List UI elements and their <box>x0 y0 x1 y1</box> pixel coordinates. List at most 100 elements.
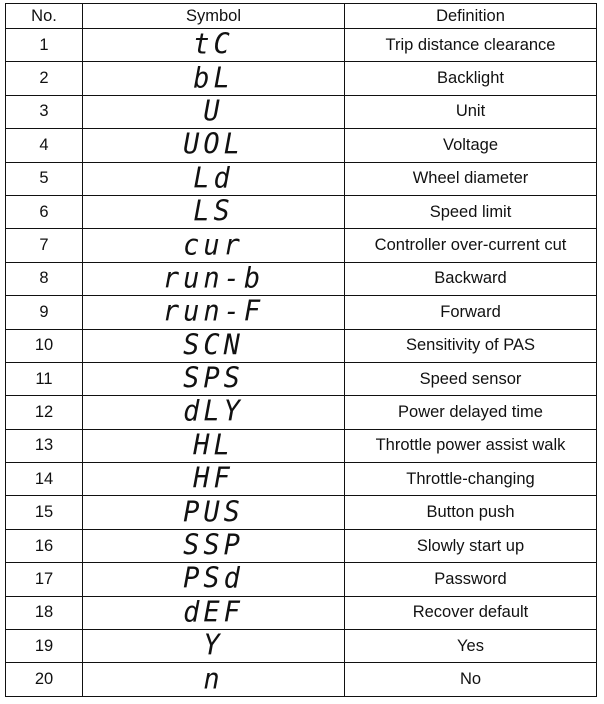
seven-segment-symbol: UOL <box>183 128 244 162</box>
row-symbol-cell: LS <box>82 194 345 230</box>
row-symbol-cell: dEF <box>82 595 345 631</box>
table-row: 10 SCN Sensitivity of PAS <box>5 328 597 363</box>
table-row: 4 UOL Voltage <box>5 128 597 163</box>
row-number: 3 <box>5 94 83 130</box>
seven-segment-symbol: cur <box>183 228 244 262</box>
seven-segment-symbol: PSd <box>183 562 244 596</box>
row-symbol-cell: SSP <box>82 528 345 564</box>
row-number: 6 <box>5 194 83 230</box>
row-definition: Password <box>344 562 597 597</box>
table-row: 17 PSd Password <box>5 562 597 597</box>
seven-segment-symbol: SPS <box>183 362 244 395</box>
table-row: 19 Y Yes <box>5 629 597 664</box>
row-symbol-cell: run-F <box>82 295 345 330</box>
row-number: 7 <box>5 228 83 263</box>
table-row: 1 tC Trip distance clearance <box>5 27 597 63</box>
row-symbol-cell: HL <box>82 428 345 464</box>
row-symbol-cell: cur <box>82 228 345 263</box>
row-definition: Forward <box>344 295 597 330</box>
seven-segment-symbol: PUS <box>183 495 244 529</box>
row-definition: Trip distance clearance <box>344 27 597 63</box>
row-symbol-cell: tC <box>82 27 345 63</box>
seven-segment-symbol: U <box>203 95 224 128</box>
row-definition: Throttle power assist walk <box>344 428 597 464</box>
row-definition: Sensitivity of PAS <box>344 328 597 363</box>
seven-segment-symbol: Y <box>203 629 224 662</box>
row-symbol-cell: dLY <box>82 395 345 430</box>
row-definition: Speed sensor <box>344 361 597 397</box>
row-number: 19 <box>5 629 83 664</box>
row-number: 15 <box>5 495 83 530</box>
row-number: 16 <box>5 528 83 564</box>
seven-segment-symbol: run-F <box>162 295 265 329</box>
seven-segment-symbol: LS <box>193 195 234 228</box>
seven-segment-symbol: SCN <box>183 328 244 362</box>
row-symbol-cell: U <box>82 94 345 130</box>
row-definition: No <box>344 662 597 697</box>
table-row: 3 U Unit <box>5 94 597 130</box>
table-row: 5 Ld Wheel diameter <box>5 161 597 196</box>
row-symbol-cell: UOL <box>82 128 345 163</box>
seven-segment-symbol: Ld <box>193 161 234 195</box>
seven-segment-symbol: dEF <box>183 596 244 629</box>
table-row: 11 SPS Speed sensor <box>5 361 597 397</box>
table-row: 20 n No <box>5 662 597 697</box>
table-row: 8 run-b Backward <box>5 261 597 297</box>
row-symbol-cell: SCN <box>82 328 345 363</box>
table-row: 15 PUS Button push <box>5 495 597 530</box>
table-row: 16 SSP Slowly start up <box>5 528 597 564</box>
header-definition: Definition <box>344 3 597 29</box>
row-number: 11 <box>5 361 83 397</box>
header-no: No. <box>5 3 83 29</box>
row-number: 13 <box>5 428 83 464</box>
row-definition: Slowly start up <box>344 528 597 564</box>
table-row: 6 LS Speed limit <box>5 194 597 230</box>
parameter-symbol-table: No. Symbol Definition 1 tC Trip distance c… <box>5 3 597 697</box>
row-number: 17 <box>5 562 83 597</box>
header-row: No. Symbol Definition <box>5 3 597 29</box>
row-definition: Backlight <box>344 61 597 96</box>
row-definition: Throttle-changing <box>344 462 597 497</box>
table-row: 12 dLY Power delayed time <box>5 395 597 430</box>
row-definition: Recover default <box>344 595 597 631</box>
row-number: 20 <box>5 662 83 697</box>
seven-segment-symbol: n <box>203 662 224 696</box>
row-definition: Controller over-current cut <box>344 228 597 263</box>
row-number: 18 <box>5 595 83 631</box>
row-definition: Backward <box>344 261 597 297</box>
seven-segment-symbol: run-b <box>162 262 265 295</box>
seven-segment-symbol: SSP <box>183 529 244 562</box>
row-number: 14 <box>5 462 83 497</box>
table-row: 18 dEF Recover default <box>5 595 597 631</box>
seven-segment-symbol: HL <box>193 429 234 462</box>
row-symbol-cell: PSd <box>82 562 345 597</box>
seven-segment-symbol: bL <box>193 61 234 95</box>
row-number: 1 <box>5 27 83 63</box>
row-number: 4 <box>5 128 83 163</box>
row-symbol-cell: Ld <box>82 161 345 196</box>
table-row: 9 run-F Forward <box>5 295 597 330</box>
row-definition: Yes <box>344 629 597 664</box>
row-number: 9 <box>5 295 83 330</box>
row-symbol-cell: SPS <box>82 361 345 397</box>
seven-segment-symbol: dLY <box>183 395 244 429</box>
row-definition: Button push <box>344 495 597 530</box>
row-symbol-cell: PUS <box>82 495 345 530</box>
row-definition: Voltage <box>344 128 597 163</box>
header-symbol: Symbol <box>82 3 345 29</box>
table-row: 7 cur Controller over-current cut <box>5 228 597 263</box>
row-symbol-cell: run-b <box>82 261 345 297</box>
table-row: 14 HF Throttle-changing <box>5 462 597 497</box>
row-number: 12 <box>5 395 83 430</box>
row-number: 10 <box>5 328 83 363</box>
seven-segment-symbol: HF <box>193 462 234 496</box>
row-number: 2 <box>5 61 83 96</box>
row-definition: Unit <box>344 94 597 130</box>
row-definition: Wheel diameter <box>344 161 597 196</box>
row-symbol-cell: Y <box>82 629 345 664</box>
table-row: 2 bL Backlight <box>5 61 597 96</box>
table-row: 13 HL Throttle power assist walk <box>5 428 597 464</box>
row-symbol-cell: bL <box>82 61 345 96</box>
row-number: 5 <box>5 161 83 196</box>
row-definition: Speed limit <box>344 194 597 230</box>
